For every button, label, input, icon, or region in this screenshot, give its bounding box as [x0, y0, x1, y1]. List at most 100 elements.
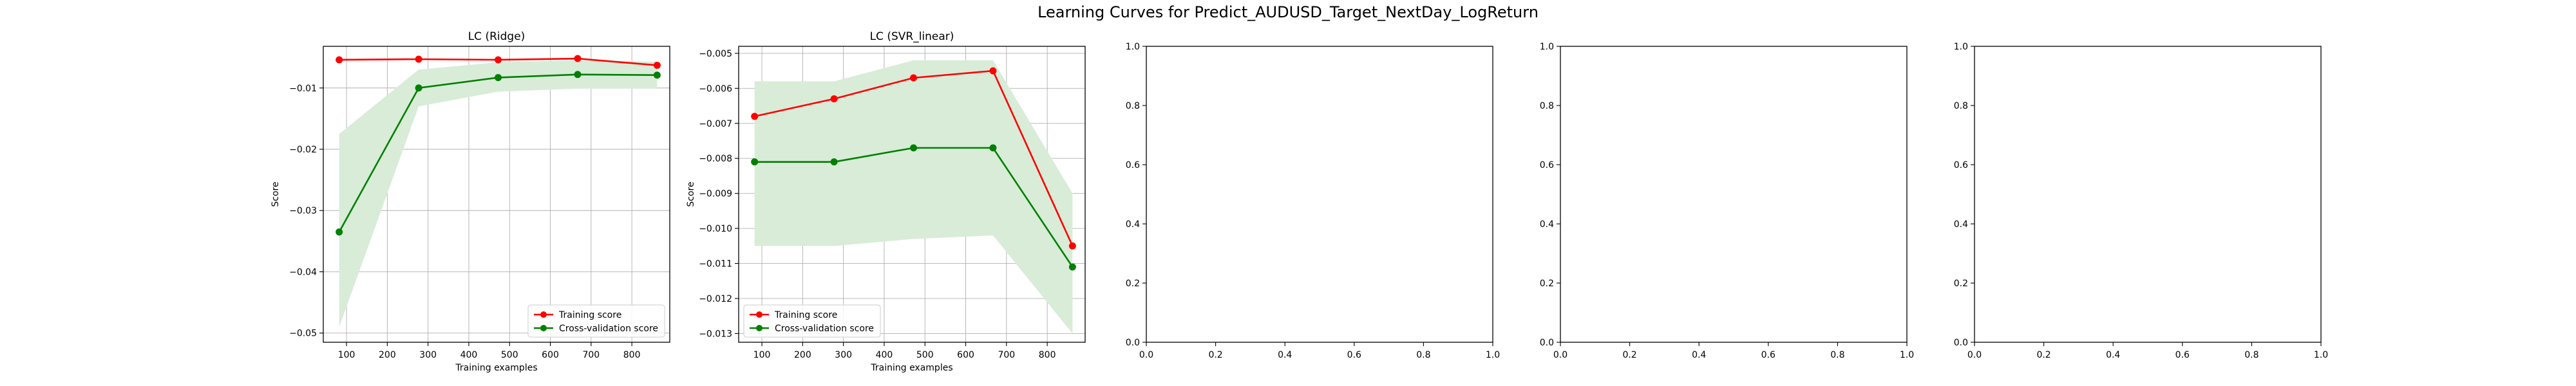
axes-5-x-tick-label: 0.8: [2244, 350, 2259, 360]
axes-3-y-tick-label: 0.2: [1126, 279, 1140, 289]
axes-4-group: 0.0 0.2 0.4 0.6 0.8 1.0 0.0 0.2 0.4 0.6 0.8 1.0: [1540, 42, 1914, 360]
axes-3-y-tick-label: 0.4: [1126, 219, 1140, 230]
axes-1-x-tick-label: 300: [419, 350, 437, 360]
axes-3-x-tick-label: 0.0: [1139, 350, 1153, 360]
axes-2-y-tick-label: −0.011: [699, 259, 732, 270]
axes-2-training-score-point: [830, 95, 838, 103]
axes-4-x-tick-label: 0.2: [1622, 350, 1636, 360]
axes-1-title: LC (Ridge): [468, 30, 526, 43]
axes-2-x-tick-label: 700: [998, 350, 1015, 360]
axes-1-y-tick-label: −0.03: [289, 206, 317, 216]
axes-4-x-tick-label: 0.4: [1692, 350, 1706, 360]
axes-2-x-tick-label: 600: [957, 350, 974, 360]
axes-2-legend: Training score Cross-validation score: [743, 304, 881, 338]
axes-1-legend: Training score Cross-validation score: [527, 304, 665, 338]
axes-2-legend-box: [743, 304, 881, 338]
axes-2-x-axis-label: Training examples: [870, 363, 952, 373]
axes-3-x-tick-label: 0.8: [1416, 350, 1430, 360]
axes-1-x-axis-label: Training examples: [455, 363, 537, 373]
axes-1-y-tick-label: −0.01: [289, 84, 317, 94]
axes-2-title: LC (SVR_linear): [870, 30, 954, 43]
axes-4-x-tick-label: 0.0: [1553, 350, 1567, 360]
axes-2-cv-std-band: [754, 60, 1073, 334]
axes-2-cross-validation-score-point: [1068, 263, 1076, 271]
axes-1-group: 100 200 300 400 500 600 700 800 −0.05 −0.04 −0.03 −…: [270, 30, 670, 373]
axes-5-y-tick-label: 0.6: [1954, 160, 1968, 170]
axes-4-y-tick-label: 0.4: [1540, 219, 1554, 230]
axes-4-x-tick-label: 1.0: [1900, 350, 1914, 360]
axes-1-y-tick-label: −0.04: [289, 267, 317, 277]
axes-3-y-tick-label: 1.0: [1126, 42, 1140, 52]
axes-2-x-tick-label: 100: [753, 350, 771, 360]
axes-2-y-tick-label: −0.012: [699, 294, 732, 304]
axes-2-y-tick-label: −0.005: [699, 49, 732, 59]
axes-2-legend-cross-validation-marker: [756, 325, 762, 331]
axes-1-cross-validation-score-point: [336, 228, 343, 236]
axes-2-x-tick-label: 400: [876, 350, 893, 360]
axes-3-y-tick-label: 0.8: [1126, 101, 1140, 111]
axes-3-y-tick-label: 0.6: [1126, 160, 1140, 170]
axes-2-y-tick-label: −0.013: [699, 329, 732, 339]
axes-5-x-tick-label: 0.2: [2036, 350, 2050, 360]
axes-1-x-tick-label: 800: [623, 350, 641, 360]
axes-3-y-tick-label: 0.0: [1126, 338, 1140, 348]
axes-5-x-tick-label: 0.0: [1967, 350, 1982, 360]
axes-1-training-score-point: [574, 55, 582, 62]
axes-5-x-tick-label: 0.4: [2106, 350, 2120, 360]
axes-4-y-tick-label: 0.8: [1540, 101, 1554, 111]
axes-5-y-tick-label: 0.2: [1954, 279, 1968, 289]
axes-2-y-tick-label: −0.008: [699, 154, 732, 164]
axes-1-cross-validation-score-point: [574, 71, 582, 78]
axes-2-y-axis-label: Score: [686, 181, 696, 207]
axes-2-x-tick-label: 200: [794, 350, 811, 360]
axes-2-legend-training-label: Training score: [774, 310, 837, 320]
axes-3-x-tick-label: 0.6: [1347, 350, 1361, 360]
axes-2-y-tick-label: −0.010: [699, 224, 732, 234]
axes-3-x-tick-label: 0.2: [1208, 350, 1222, 360]
axes-1-legend-box: [527, 304, 665, 338]
axes-2-legend-cross-validation-label: Cross-validation score: [775, 324, 874, 334]
axes-layer: 100 200 300 400 500 600 700 800 −0.05 −0.04 −0.03 −…: [270, 30, 2328, 373]
axes-2-y-tick-label: −0.009: [699, 189, 732, 199]
axes-2-training-score-point: [1068, 242, 1076, 250]
axes-2-y-tick-label: −0.007: [699, 119, 732, 129]
axes-1-training-score-point: [653, 62, 661, 69]
axes-2-cross-validation-score-point: [989, 144, 997, 152]
axes-4-y-tick-label: 0.0: [1540, 338, 1554, 348]
axes-1-legend-training-label: Training score: [558, 310, 621, 320]
axes-3-x-tick-label: 0.4: [1278, 350, 1292, 360]
axes-1-y-tick-label: −0.05: [289, 329, 317, 339]
axes-4-y-tick-label: 0.2: [1540, 279, 1554, 289]
axes-1-y-tick-label: −0.02: [289, 145, 317, 155]
axes-5-frame: [1974, 46, 2322, 343]
axes-2-cross-validation-score-point: [830, 158, 838, 166]
axes-2-x-tick-label: 500: [916, 350, 934, 360]
axes-4-y-tick-label: 0.6: [1540, 160, 1554, 170]
axes-1-cv-std-band: [339, 60, 658, 327]
axes-1-training-score-point: [495, 56, 502, 64]
axes-4-frame: [1560, 46, 1908, 343]
axes-1-cross-validation-score-point: [495, 74, 502, 82]
axes-2-cross-validation-score-point: [910, 144, 918, 152]
axes-1-cross-validation-score-point: [653, 71, 661, 79]
axes-1-x-tick-label: 100: [338, 350, 355, 360]
axes-1-legend-cross-validation-label: Cross-validation score: [559, 324, 658, 334]
axes-5-x-tick-label: 0.6: [2175, 350, 2190, 360]
axes-1-training-score-point: [336, 56, 343, 64]
axes-3-frame: [1146, 46, 1493, 343]
axes-2-legend-training-marker: [756, 311, 762, 318]
axes-3-x-tick-label: 1.0: [1486, 350, 1500, 360]
axes-2-training-score-point: [910, 74, 918, 82]
axes-1-x-tick-label: 400: [460, 350, 478, 360]
axes-5-x-tick-label: 1.0: [2314, 350, 2328, 360]
figure-suptitle: Learning Curves for Predict_AUDUSD_Targe…: [1037, 3, 1539, 21]
axes-2-training-score-point: [751, 113, 759, 120]
axes-5-y-tick-label: 0.0: [1954, 338, 1968, 348]
axes-2-group: 100 200 300 400 500 600 700 800 −0.013 −0.012 −0.0…: [686, 30, 1086, 373]
axes-4-x-tick-label: 0.6: [1761, 350, 1776, 360]
axes-1-training-score-point: [415, 55, 422, 63]
axes-5-y-tick-label: 1.0: [1954, 42, 1968, 52]
axes-1-x-tick-label: 600: [542, 350, 559, 360]
axes-2-training-score-point: [989, 67, 997, 75]
axes-4-y-tick-label: 1.0: [1540, 42, 1554, 52]
